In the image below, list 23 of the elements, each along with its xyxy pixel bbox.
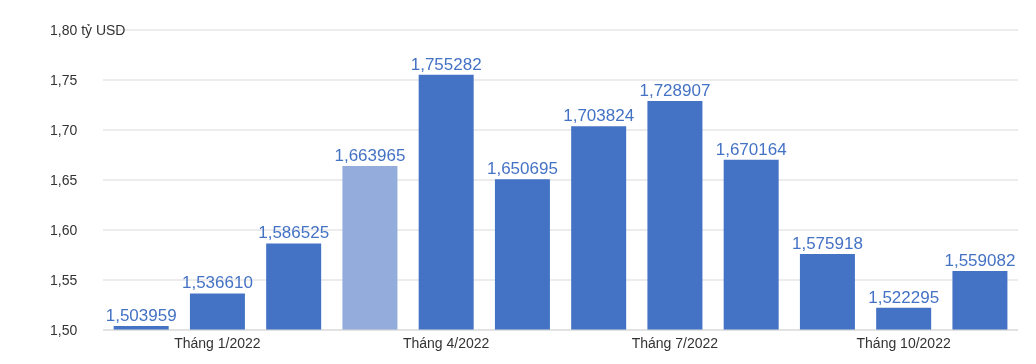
data-label: 1,670164 [715,139,787,159]
y-tick-label: 1,65 [50,172,78,188]
data-label: 1,663965 [334,146,406,166]
x-tick-label: Tháng 10/2022 [856,334,951,351]
y-tick-label: 1,70 [50,122,78,138]
data-label: 1,703824 [563,106,635,126]
x-tick-label: Tháng 4/2022 [402,334,490,351]
y-tick-label: 1,55 [50,272,78,288]
data-label: 1,522295 [868,287,940,307]
data-label: 1,755282 [410,54,482,74]
data-label: 1,650695 [486,159,558,179]
data-label: 1,586525 [258,223,330,243]
data-label: 1,728907 [639,81,711,101]
data-label: 1,559082 [944,250,1016,270]
y-tick-label: 1,50 [50,322,78,338]
data-label: 1,536610 [181,273,253,293]
x-tick-label: Tháng 1/2022 [174,334,261,351]
x-tick-label: Tháng 7/2022 [631,334,719,351]
data-label: 1,575918 [791,234,863,254]
y-tick-label: 1,60 [50,222,78,238]
y-tick-label: 1,75 [50,72,78,88]
data-label: 1,503959 [105,306,177,326]
y-tick-label: 1,80 tỷ USD [50,22,126,38]
